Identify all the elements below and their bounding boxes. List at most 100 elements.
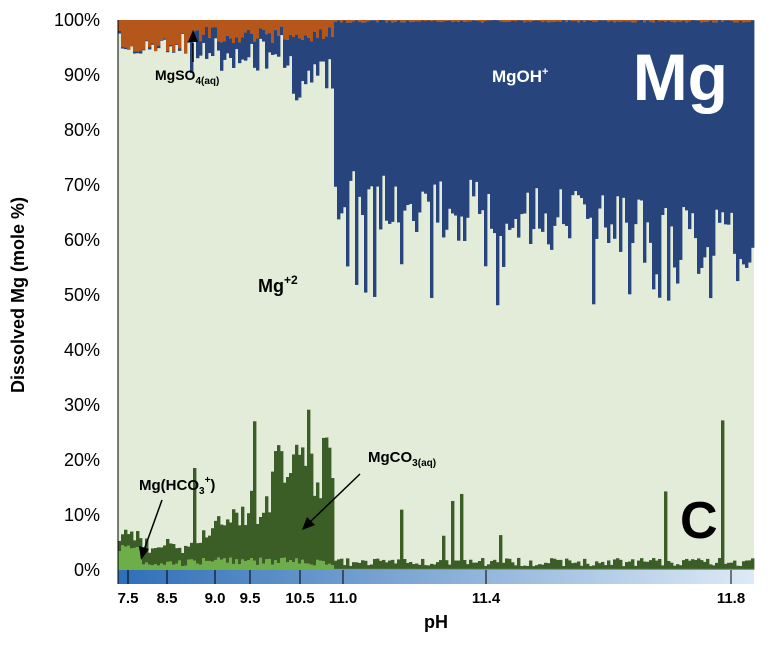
mgso4-bar [139, 20, 143, 52]
mgco3-bar [226, 519, 230, 563]
mgco3-bar [259, 516, 263, 558]
mgco3-bar [220, 524, 224, 560]
mgoh-bar [226, 35, 230, 54]
mgco3-bar [229, 522, 233, 558]
mgso4-bar [130, 20, 134, 47]
mgso4-bar [403, 20, 407, 23]
mgco3-bar [703, 561, 707, 569]
mghco3-bar [214, 559, 218, 570]
mghco3-bar [433, 568, 437, 570]
mgso4-bar [451, 20, 455, 22]
mgoh-bar [514, 21, 518, 220]
mgoh-bar [196, 30, 200, 59]
mghco3-bar [235, 559, 239, 570]
mgoh-bar [202, 34, 206, 44]
mgco3-bar [538, 564, 542, 569]
mgco3-bar [550, 558, 554, 569]
mgoh-bar [607, 21, 611, 243]
mgco3-bar [688, 560, 692, 569]
mghco3-bar [730, 568, 734, 570]
mghco3-bar [283, 557, 287, 570]
mghco3-bar [502, 568, 506, 570]
mghco3-bar [652, 568, 656, 570]
mghco3-bar [274, 560, 278, 570]
mgco3-bar [160, 547, 164, 564]
mghco3-bar [625, 568, 629, 570]
mgso4-bar [211, 20, 215, 28]
mgco3-bar [178, 547, 182, 561]
mgso4-bar [709, 20, 713, 21]
mgco3-bar [499, 535, 503, 569]
mgso4-bar [463, 20, 467, 22]
mghco3-bar [226, 562, 230, 570]
mgoh-bar [517, 20, 521, 238]
mghco3-bar [166, 561, 170, 570]
mgso4-bar [385, 20, 389, 23]
mgoh-bar [340, 22, 344, 214]
mgco3-bar [142, 551, 146, 565]
y-tick-label: 0% [74, 560, 100, 580]
mgso4-bar [133, 20, 137, 52]
mgso4-bar [448, 20, 452, 21]
mgso4-bar [163, 20, 167, 39]
mghco3-bar [124, 546, 128, 570]
mghco3-bar [355, 568, 359, 570]
mgoh-bar [214, 27, 218, 39]
mgso4-bar [559, 20, 563, 22]
mgso4-bar [247, 20, 251, 30]
mgso4-bar [157, 20, 161, 46]
mgco3-bar [163, 545, 167, 565]
mgco3-bar [295, 444, 299, 559]
mgso4-bar [202, 20, 206, 35]
panel-label-mg: Mg [633, 40, 728, 114]
mgso4-bar [289, 20, 293, 35]
mgco3-bar [340, 558, 344, 569]
mghco3-bar [241, 559, 245, 570]
mgso4-bar [220, 20, 224, 43]
mgoh-bar [160, 39, 164, 41]
mghco3-bar [436, 568, 440, 570]
mgso4-bar [148, 20, 152, 48]
mgoh-bar [151, 43, 155, 45]
mgso4-bar [313, 20, 317, 32]
mgoh-bar [244, 32, 248, 61]
mgco3-bar [592, 565, 596, 569]
mgco3-bar [649, 560, 653, 569]
mgoh-bar [442, 21, 446, 238]
mgso4-bar [466, 20, 470, 22]
mgoh-bar [385, 22, 389, 221]
mghco3-bar [295, 558, 299, 570]
mghco3-bar [253, 560, 257, 570]
mgco3-bar [139, 538, 143, 550]
mgso4-bar [262, 20, 266, 30]
mgco3-bar [523, 565, 527, 569]
mgoh-bar [511, 20, 515, 228]
mgoh-bar [301, 39, 305, 81]
mgco3-bar [367, 565, 371, 569]
mgco3-bar [475, 562, 479, 569]
mgoh-bar [472, 20, 476, 197]
mgco3-bar [529, 560, 533, 569]
mgso4-bar [271, 20, 275, 43]
mgoh-bar [736, 22, 740, 282]
mgoh-bar [334, 21, 338, 187]
species-bars [118, 20, 755, 570]
mgso4-bar [145, 20, 149, 41]
mgso4-bar [682, 20, 686, 21]
mghco3-bar [142, 564, 146, 570]
mgso4-bar [610, 20, 614, 22]
mghco3-bar [343, 568, 347, 570]
mghco3-bar [217, 557, 221, 570]
mgso4-bar [364, 20, 368, 23]
mgoh-bar [499, 21, 503, 236]
y-tick-label: 30% [64, 395, 100, 415]
mgoh-bar [355, 20, 359, 285]
mgco3-bar [223, 525, 227, 559]
mgso4-bar [175, 20, 179, 44]
mgso4-bar [745, 20, 749, 22]
mgco3-bar [124, 529, 128, 547]
mgso4-bar [295, 20, 299, 35]
mgoh-bar [709, 20, 713, 299]
mghco3-bar [694, 568, 698, 570]
mghco3-bar [661, 568, 665, 570]
